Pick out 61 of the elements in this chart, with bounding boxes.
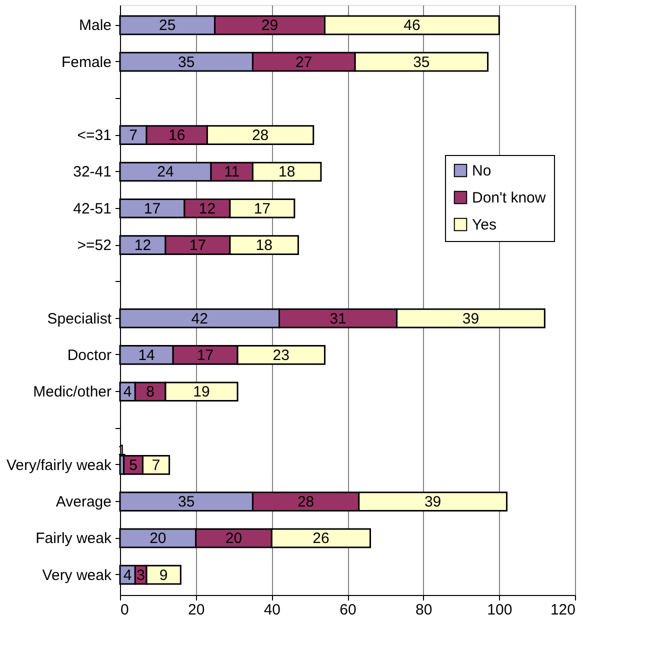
x-tick-label: 80 [415,602,432,618]
data-label: 9 [159,566,168,584]
data-label: 17 [254,200,271,218]
data-label: 8 [146,384,155,401]
y-tick-label: Very weak [42,566,112,584]
data-label: 20 [225,530,242,548]
data-label: 5 [129,456,138,474]
data-label: 35 [178,494,195,511]
data-label: 11 [224,164,240,181]
data-label: 35 [413,54,430,71]
x-tick-label: 100 [487,602,512,618]
data-label: 4 [123,566,132,584]
data-label: 20 [150,530,166,548]
legend-label: Don't know [472,190,546,206]
y-tick-label: Average [56,494,112,511]
x-tick-label: 120 [550,602,576,618]
data-label: 17 [196,346,214,364]
data-label: 7 [152,456,160,474]
x-tick-label: 40 [264,602,281,618]
data-label: 42 [191,310,208,328]
y-tick-label: Very/fairly weak [6,456,112,474]
data-label: 29 [261,17,278,34]
data-label: 24 [157,164,174,181]
y-tick-label: 32-41 [73,164,112,181]
data-label: 26 [312,530,330,548]
y-tick-label: Fairly weak [36,530,112,548]
data-label: 28 [252,127,269,144]
data-label: 18 [278,164,296,181]
data-label: 16 [168,127,186,144]
data-label: 12 [198,200,216,218]
x-tick-label: 20 [188,602,205,618]
y-tick-label: 42-51 [73,200,112,218]
y-tick-label: Male [78,17,112,34]
data-label: 28 [297,494,314,511]
y-tick-label: Female [61,54,112,71]
data-label: 3 [136,566,146,584]
data-label: 27 [296,54,312,71]
data-label: 39 [462,310,480,328]
data-label: 31 [330,310,346,328]
y-tick-label: <=31 [77,127,112,144]
y-tick-label: Doctor [67,346,112,364]
data-label: 23 [272,346,290,364]
data-label: 17 [144,200,161,218]
data-label: 17 [189,237,206,254]
x-tick-label: 0 [120,602,129,618]
data-label: 4 [123,384,132,401]
data-label: 25 [159,17,176,34]
legend-label: Yes [472,216,496,234]
x-tick-label: 60 [340,602,356,618]
data-label: 39 [424,494,442,511]
y-tick-label: Medic/other [33,384,112,401]
data-label: 18 [256,237,272,254]
data-label: 46 [404,17,420,34]
y-tick-label: >=52 [77,237,112,254]
data-label: 19 [193,384,210,401]
data-label: 7 [129,127,138,144]
data-label: 12 [134,237,152,254]
y-tick-label: Specialist [47,310,112,328]
legend-label: No [472,162,492,180]
data-label: 35 [178,54,195,71]
data-label: 14 [138,346,155,364]
